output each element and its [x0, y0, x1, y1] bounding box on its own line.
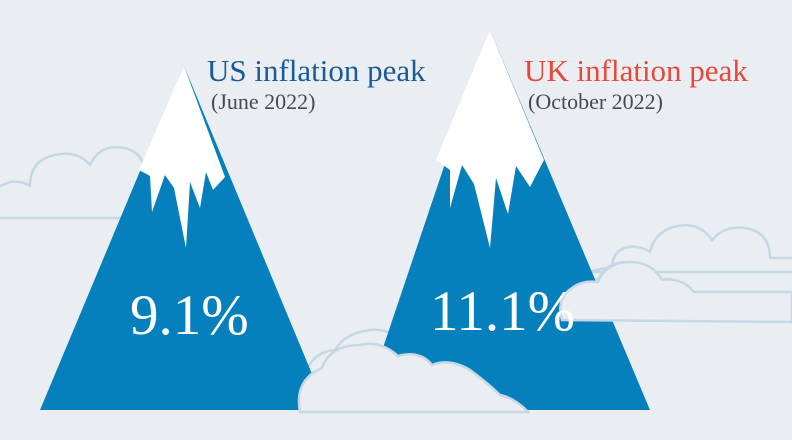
cloud-front-right-icon — [559, 260, 792, 324]
cloud-left-icon — [0, 145, 147, 220]
uk-peak-title: UK inflation peak — [524, 53, 748, 88]
us-peak-value: 9.1% — [130, 284, 249, 347]
us-peak-title: US inflation peak — [207, 53, 426, 88]
uk-peak-value: 11.1% — [430, 280, 576, 343]
us-peak-date: (June 2022) — [211, 89, 316, 114]
uk-snow-cap-icon — [436, 30, 544, 248]
us-mountain-icon — [40, 66, 327, 410]
cloud-front-bottom-icon — [297, 342, 531, 414]
uk-peak-date: (October 2022) — [528, 89, 664, 114]
us-snow-cap-icon — [139, 66, 225, 248]
